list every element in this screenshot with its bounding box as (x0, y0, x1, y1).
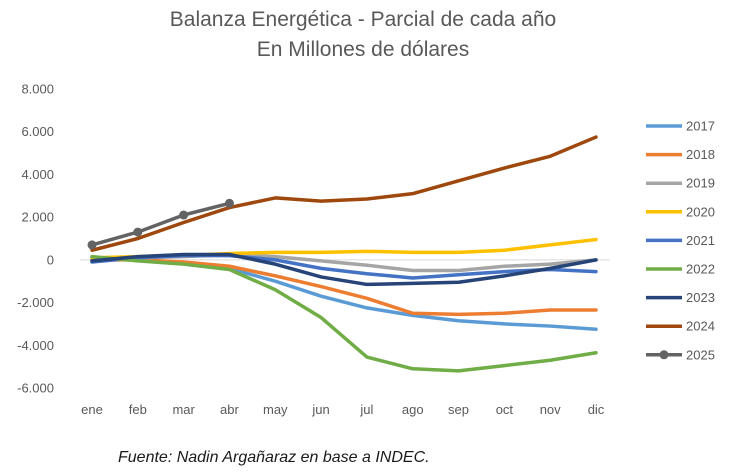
data-point-2025 (179, 210, 189, 220)
legend-label: 2017 (686, 119, 715, 134)
x-tick-label: feb (129, 402, 147, 417)
series-line-2023 (90, 252, 598, 287)
data-point-2025 (87, 240, 97, 250)
x-tick-label: dic (588, 402, 605, 417)
chart-title: Balanza Energética - Parcial de cada año (170, 8, 556, 31)
series-line-2024 (90, 135, 598, 252)
legend-marker-2025 (659, 350, 669, 360)
y-tick-label: 8.000 (21, 82, 54, 97)
x-tick-label: nov (540, 402, 561, 417)
legend-label: 2025 (686, 347, 715, 362)
legend-label: 2024 (686, 319, 715, 334)
series-line-2018 (90, 258, 598, 317)
y-tick-label: 2.000 (21, 210, 54, 225)
data-point-2025 (133, 227, 143, 237)
source-note: Fuente: Nadin Argañaraz en base a INDEC. (118, 449, 430, 466)
series-line-2025 (90, 201, 232, 247)
y-tick-label: 4.000 (21, 167, 54, 182)
y-tick-label: -4.000 (17, 338, 54, 353)
y-tick-label: -6.000 (17, 381, 54, 396)
x-tick-label: sep (448, 402, 469, 417)
x-tick-label: abr (220, 402, 239, 417)
x-tick-label: jul (359, 402, 373, 417)
legend: 2017 2018 2019 2020 2021 2022 2023 2024 2025 (646, 119, 715, 362)
x-tick-label: may (263, 402, 288, 417)
x-tick-label: jun (311, 402, 329, 417)
x-tick-label: ago (402, 402, 424, 417)
axes-group: -6.000 -4.000 -2.000 0 2.000 4.000 6.000 8.000 e… (17, 82, 610, 417)
series-line-2022 (90, 254, 598, 373)
legend-label: 2022 (686, 262, 715, 277)
legend-label: 2019 (686, 176, 715, 191)
series-lines (87, 135, 598, 373)
legend-label: 2018 (686, 147, 715, 162)
data-point-2025 (224, 198, 234, 208)
y-tick-label: 0 (47, 252, 54, 267)
legend-label: 2023 (686, 290, 715, 305)
x-tick-label: ene (81, 402, 103, 417)
x-tick-label: mar (172, 402, 195, 417)
y-tick-label: 6.000 (21, 124, 54, 139)
y-tick-label: -2.000 (17, 295, 54, 310)
x-tick-label: oct (496, 402, 514, 417)
chart-subtitle: En Millones de dólares (257, 38, 469, 61)
legend-label: 2020 (686, 204, 715, 219)
legend-label: 2021 (686, 233, 715, 248)
